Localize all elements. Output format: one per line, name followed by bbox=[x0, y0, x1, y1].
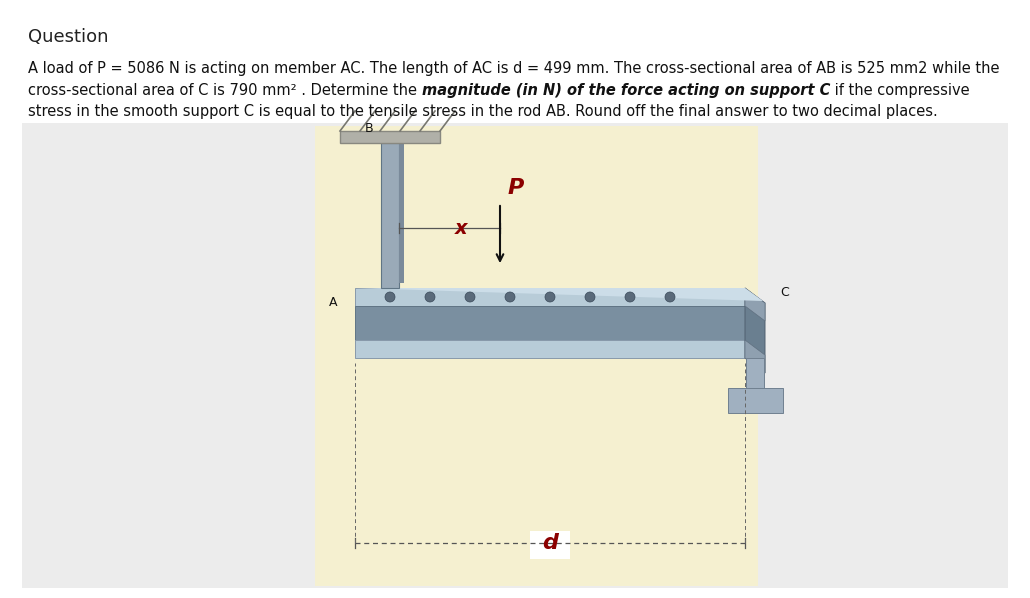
Polygon shape bbox=[745, 288, 765, 321]
Bar bbox=[355, 340, 745, 358]
Polygon shape bbox=[745, 288, 765, 373]
Text: B: B bbox=[365, 122, 373, 135]
Bar bbox=[399, 143, 404, 283]
Text: magnitude (in N) of the force acting on support C: magnitude (in N) of the force acting on … bbox=[421, 83, 830, 98]
Bar bbox=[746, 358, 764, 393]
Text: cross-sectional area of C is 790 mm² . Determine the: cross-sectional area of C is 790 mm² . D… bbox=[28, 83, 421, 98]
Circle shape bbox=[505, 292, 515, 302]
Bar bbox=[340, 131, 440, 143]
Bar bbox=[381, 143, 399, 288]
Circle shape bbox=[465, 292, 475, 302]
Text: d: d bbox=[542, 533, 558, 553]
Text: P: P bbox=[508, 178, 524, 198]
Polygon shape bbox=[745, 340, 765, 373]
Bar bbox=[22, 123, 1008, 588]
Text: if the compressive: if the compressive bbox=[830, 83, 969, 98]
Circle shape bbox=[545, 292, 555, 302]
Circle shape bbox=[585, 292, 595, 302]
Circle shape bbox=[625, 292, 636, 302]
Text: C: C bbox=[780, 286, 789, 300]
Bar bbox=[315, 126, 758, 586]
Bar bbox=[727, 388, 783, 413]
Circle shape bbox=[425, 292, 435, 302]
Text: A: A bbox=[329, 297, 337, 310]
Polygon shape bbox=[355, 288, 763, 301]
Text: x: x bbox=[454, 218, 468, 237]
Text: A load of P = 5086 N is acting on member AC. The length of AC is d = 499 mm. The: A load of P = 5086 N is acting on member… bbox=[28, 61, 999, 76]
Bar bbox=[355, 306, 745, 340]
Bar bbox=[355, 288, 745, 306]
Circle shape bbox=[385, 292, 394, 302]
FancyBboxPatch shape bbox=[530, 531, 570, 559]
Text: Question: Question bbox=[28, 28, 108, 46]
Text: stress in the smooth support C is equal to the tensile stress in the rod AB. Rou: stress in the smooth support C is equal … bbox=[28, 104, 937, 119]
Circle shape bbox=[665, 292, 675, 302]
